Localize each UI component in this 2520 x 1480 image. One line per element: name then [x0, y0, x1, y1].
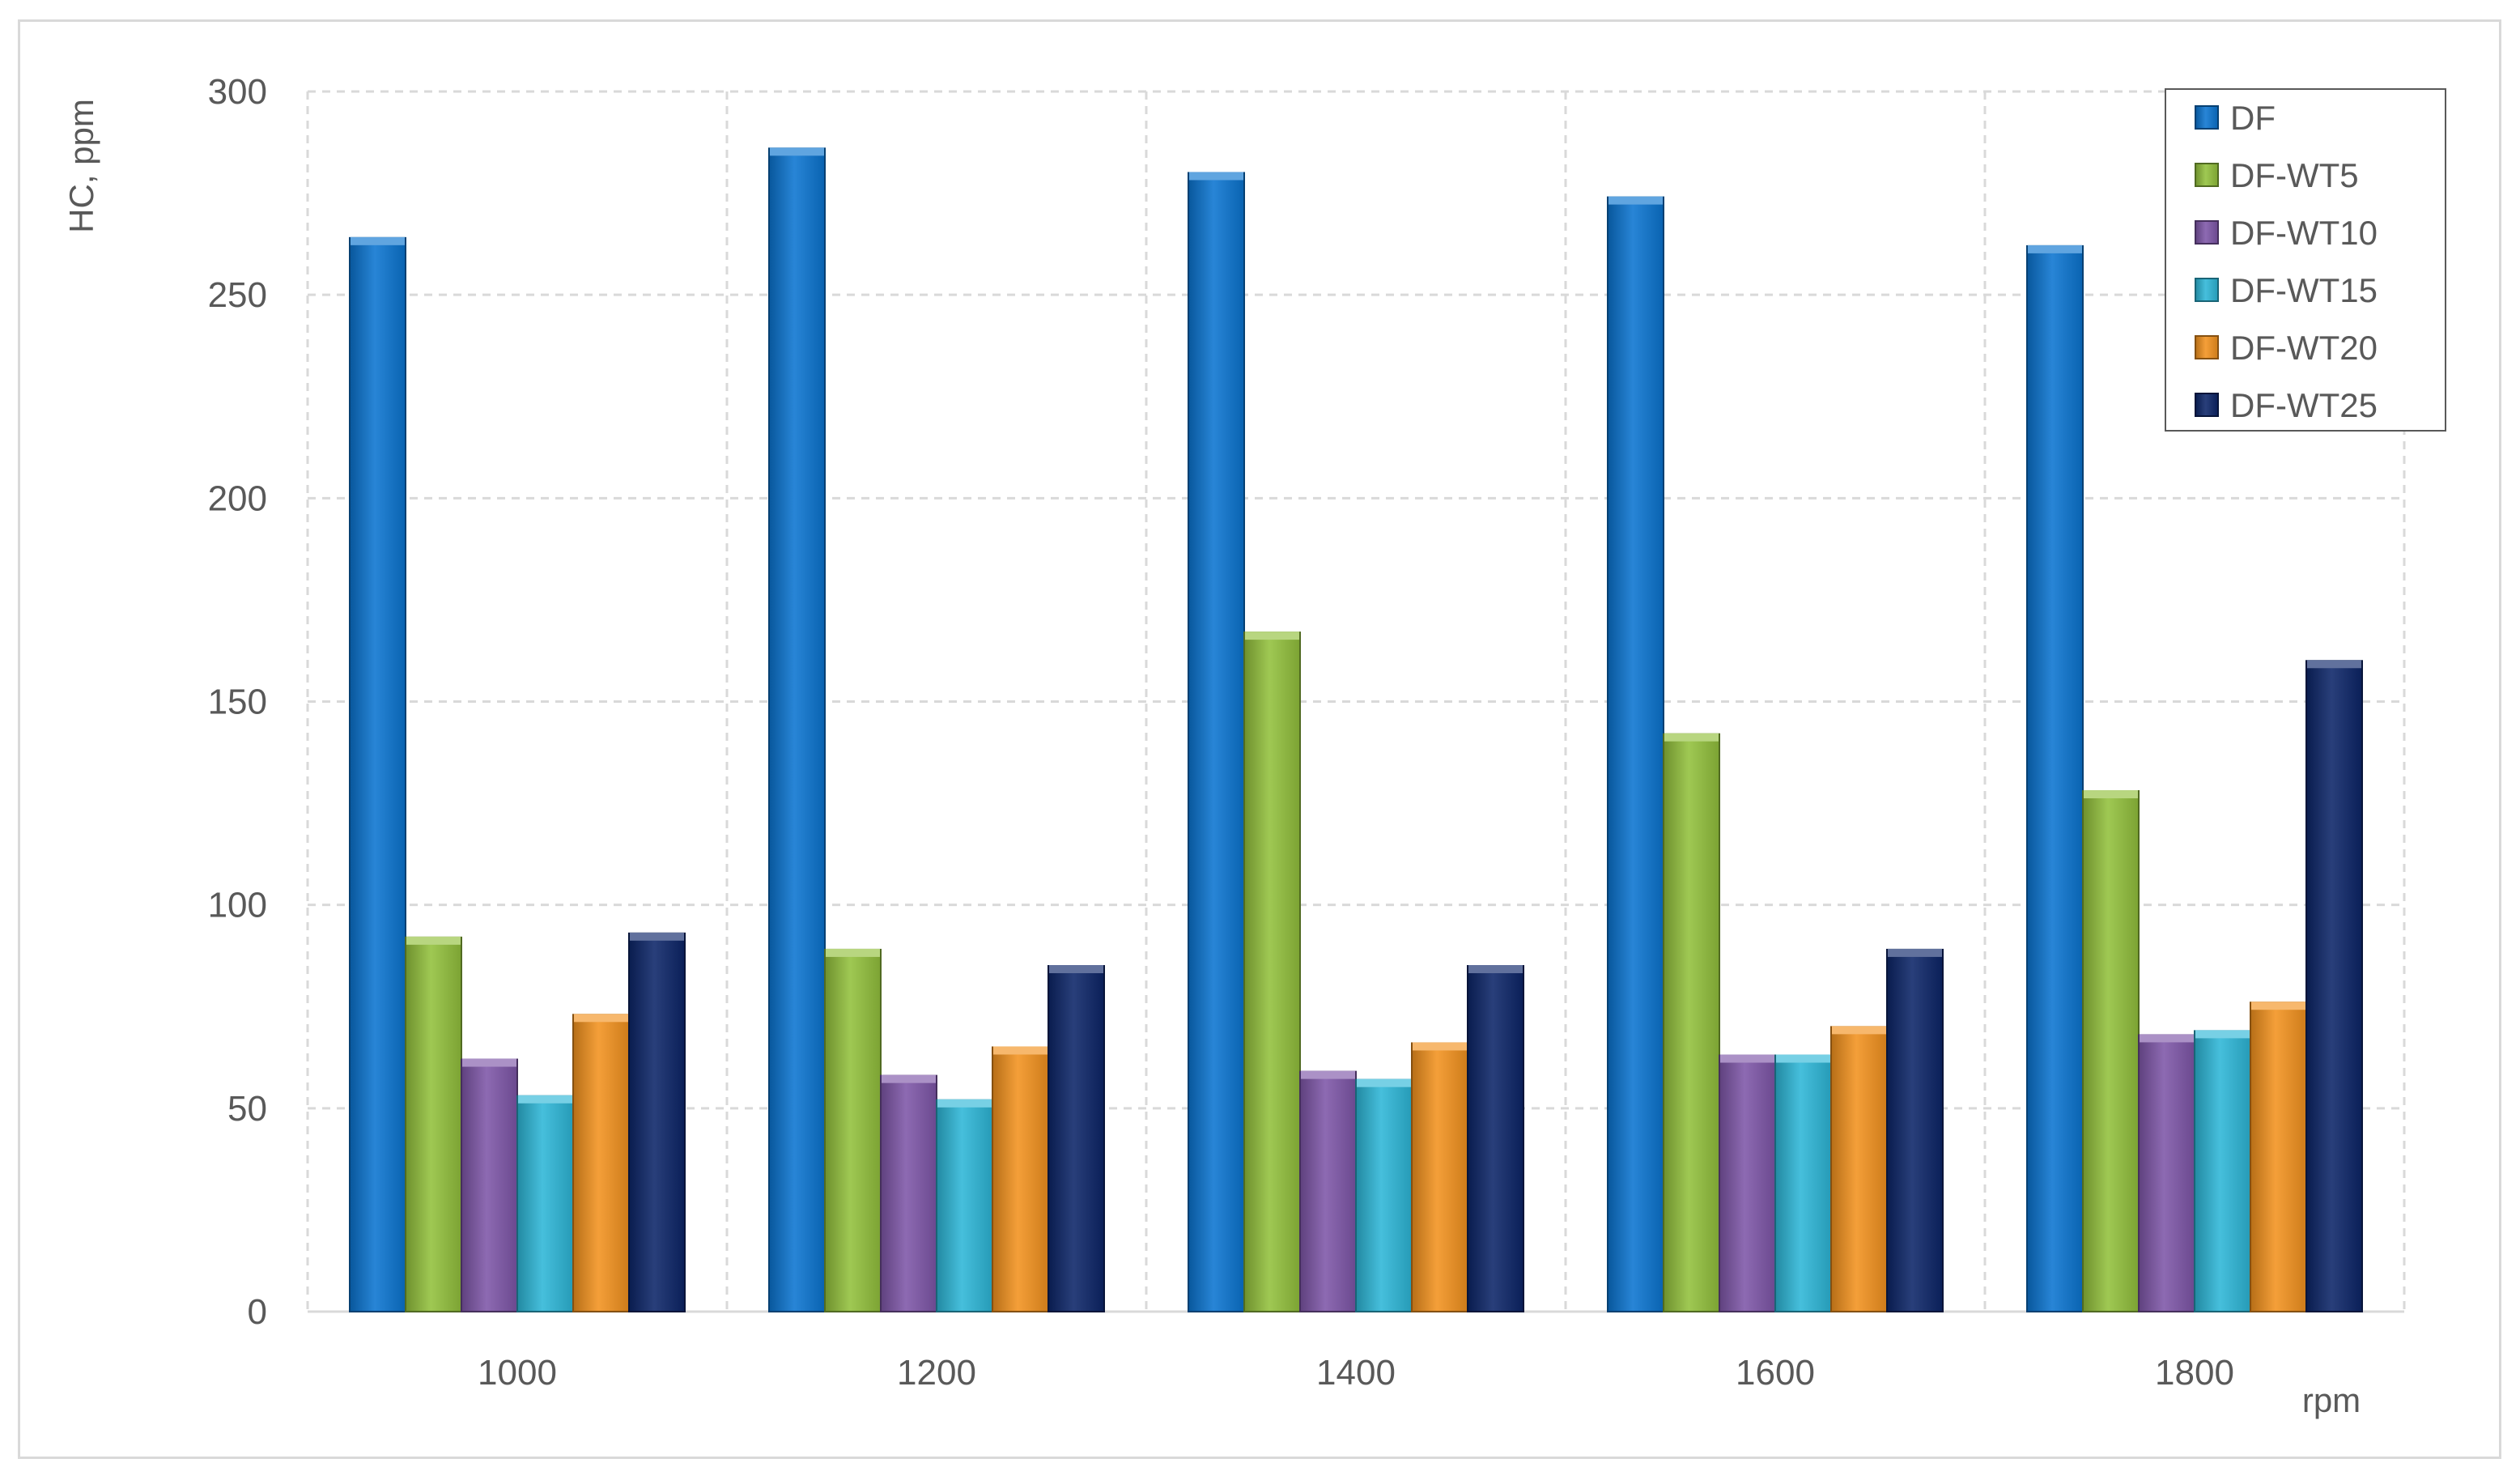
bar-df-wt10-1600 [1719, 1054, 1776, 1313]
bar-df-wt15-1600 [1774, 1054, 1832, 1313]
bar-df-wt25-1600 [1886, 948, 1944, 1312]
bar-top-cap [770, 147, 824, 156]
bar-df-wt5-1000 [405, 936, 462, 1313]
bar-top-cap [2084, 790, 2138, 799]
bar-top-cap [2307, 660, 2361, 669]
x-tick-label: 1200 [897, 1353, 976, 1393]
bar-top-cap [518, 1095, 572, 1104]
bar-top-cap [882, 1074, 936, 1083]
bar-top-cap [1664, 733, 1719, 742]
bar-top-cap [1189, 172, 1243, 181]
bar-top-cap [1832, 1026, 1886, 1035]
bar-top-cap [1468, 965, 1523, 974]
bar-df-1400 [1188, 172, 1245, 1312]
y-tick-label: 50 [227, 1089, 267, 1129]
x-tick-label: 1400 [1316, 1353, 1396, 1393]
bar-df-wt20-1800 [2250, 1002, 2307, 1313]
y-tick-label: 200 [208, 478, 267, 518]
bar-top-cap [1413, 1042, 1467, 1051]
y-axis-ticks: 0 50 100 150 200 250 300 [208, 72, 267, 1332]
bar-df-wt15-1800 [2194, 1030, 2251, 1312]
y-tick-label: 100 [208, 886, 267, 925]
bar-top-cap [1888, 948, 1942, 957]
bar-top-cap [630, 932, 684, 941]
y-tick-label: 300 [208, 72, 267, 112]
bar-df-wt15-1400 [1355, 1078, 1413, 1313]
y-tick-label: 0 [248, 1292, 267, 1332]
bar-df-wt20-1400 [1411, 1042, 1468, 1312]
bar-top-cap [1720, 1054, 1774, 1063]
y-tick-label: 250 [208, 275, 267, 315]
x-tick-label: 1600 [1736, 1353, 1815, 1393]
bar-df-wt10-1400 [1299, 1070, 1357, 1312]
bar-top-cap [2195, 1030, 2250, 1039]
x-axis-ticks: 1000 1200 1400 1600 1800 [478, 1353, 2234, 1393]
bar-top-cap [2028, 245, 2082, 253]
legend-label: DF [2230, 99, 2276, 137]
bar-top-cap [993, 1046, 1048, 1055]
bar-top-cap [1245, 632, 1299, 640]
bar-top-cap [406, 936, 461, 945]
legend-label: DF-WT15 [2230, 271, 2378, 309]
legend-label: DF-WT5 [2230, 156, 2359, 194]
bar-df-wt15-1000 [516, 1095, 574, 1312]
bar-top-cap [2140, 1034, 2194, 1043]
legend-label: DF-WT20 [2230, 329, 2378, 367]
bar-top-cap [574, 1014, 628, 1023]
bar-df-wt15-1200 [936, 1099, 993, 1312]
bar-df-wt5-1400 [1243, 632, 1301, 1312]
legend-swatch [2195, 335, 2219, 359]
bar-df-1000 [349, 236, 406, 1313]
bar-top-cap [826, 948, 880, 957]
bar-df-wt5-1200 [824, 948, 882, 1312]
legend-label: DF-WT25 [2230, 386, 2378, 424]
legend-label: DF-WT10 [2230, 214, 2378, 252]
legend-swatch [2195, 278, 2219, 302]
bar-top-cap [1776, 1054, 1830, 1063]
y-tick-label: 150 [208, 683, 267, 722]
x-tick-label: 1800 [2155, 1353, 2234, 1393]
legend-swatch [2195, 220, 2219, 245]
bar-df-wt25-1000 [628, 932, 686, 1312]
legend-swatch [2195, 163, 2219, 187]
legend-swatch [2195, 105, 2219, 130]
bar-df-1600 [1607, 196, 1664, 1312]
bar-df-wt25-1400 [1467, 965, 1524, 1313]
bar-df-wt25-1200 [1048, 965, 1105, 1313]
bar-df-1800 [2026, 245, 2084, 1312]
bar-df-wt20-1200 [992, 1046, 1049, 1312]
legend-box [2165, 88, 2446, 432]
x-axis-title: rpm [2302, 1381, 2361, 1419]
bar-top-cap [462, 1058, 516, 1067]
bar-df-wt20-1000 [572, 1014, 630, 1312]
bar-top-cap [1049, 965, 1103, 974]
bars [349, 147, 2363, 1313]
bar-df-wt10-1800 [2138, 1034, 2195, 1312]
legend: DF DF-WT5 DF-WT10 DF-WT15 DF-WT20 DF-WT25 [2165, 88, 2446, 432]
bar-df-wt20-1600 [1830, 1026, 1888, 1313]
bar-top-cap [1301, 1070, 1355, 1079]
bar-top-cap [351, 236, 405, 245]
bar-df-wt10-1200 [880, 1074, 937, 1312]
bar-df-wt5-1600 [1663, 733, 1720, 1312]
bar-top-cap [2251, 1002, 2305, 1010]
bar-df-wt10-1000 [461, 1058, 518, 1312]
bar-top-cap [1357, 1078, 1411, 1087]
bar-top-cap [1608, 196, 1663, 205]
y-axis-title: HC, ppm [62, 99, 100, 233]
bar-df-wt25-1800 [2305, 660, 2363, 1312]
legend-swatch [2195, 393, 2219, 417]
bar-df-wt5-1800 [2082, 790, 2140, 1312]
x-tick-label: 1000 [478, 1353, 557, 1393]
bar-top-cap [937, 1099, 992, 1108]
bar-df-1200 [768, 147, 826, 1312]
